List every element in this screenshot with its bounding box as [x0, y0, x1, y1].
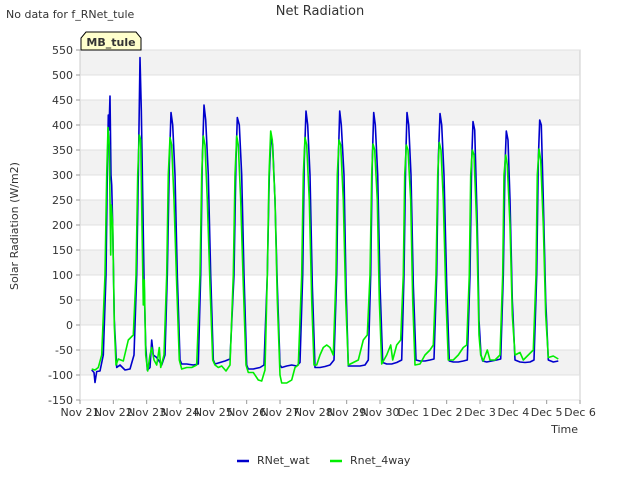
plot-band [80, 150, 580, 175]
y-tick-label: 500 [52, 69, 73, 82]
x-tick-label: Nov 24 [161, 406, 200, 419]
y-tick-label: 250 [52, 194, 73, 207]
y-tick-label: 550 [52, 44, 73, 57]
y-tick-label: 450 [52, 94, 73, 107]
grid [80, 49, 580, 401]
plot-bands [80, 50, 580, 375]
badge: MB_tule [80, 31, 142, 51]
x-tick-label: Nov 26 [227, 406, 266, 419]
x-tick-label: Nov 28 [294, 406, 333, 419]
x-tick-label: Nov 30 [361, 406, 400, 419]
series-line-rnet-4way [91, 126, 559, 384]
y-tick-label: 300 [52, 169, 73, 182]
x-tick-label: Dec 2 [431, 406, 463, 419]
legend-label: RNet_wat [257, 454, 310, 467]
x-tick-label: Dec 3 [464, 406, 496, 419]
badge-label: MB_tule [86, 36, 135, 49]
y-tick-label: 150 [52, 244, 73, 257]
y-tick-label: 0 [66, 319, 73, 332]
x-tick-label: Dec 4 [497, 406, 529, 419]
y-tick-label: 400 [52, 119, 73, 132]
plot-band [80, 50, 580, 75]
x-tick-label: Nov 29 [327, 406, 366, 419]
y-tick-label: -50 [55, 344, 73, 357]
y-axis-ticks: -150 -100 -50 0 50 100 150 200 250 300 350 400 450 50… [48, 44, 80, 407]
y-tick-label: -150 [48, 394, 73, 407]
legend-label: Rnet_4way [350, 454, 411, 467]
x-tick-label: Nov 23 [127, 406, 166, 419]
y-tick-label: -100 [48, 369, 73, 382]
x-tick-label: Dec 5 [531, 406, 563, 419]
x-tick-label: Nov 27 [261, 406, 300, 419]
y-tick-label: 350 [52, 144, 73, 157]
nodata-text: No data for f_RNet_tule [6, 8, 135, 21]
plot-band [80, 250, 580, 275]
chart-title: Net Radiation [276, 4, 364, 19]
x-axis-label: Time [550, 423, 578, 436]
x-tick-label: Dec 6 [564, 406, 596, 419]
plot-band [80, 300, 580, 325]
x-tick-label: Nov 25 [194, 406, 233, 419]
y-tick-label: 200 [52, 219, 73, 232]
plot-band [80, 200, 580, 225]
y-tick-label: 50 [59, 294, 73, 307]
x-tick-label: Dec 1 [397, 406, 429, 419]
legend: RNet_wat Rnet_4way [237, 454, 411, 467]
x-tick-label: Nov 21 [61, 406, 100, 419]
series-layer [91, 56, 559, 384]
x-tick-label: Nov 22 [94, 406, 133, 419]
y-axis-label: Solar Radiation (W/m2) [8, 162, 21, 290]
plot-band [80, 100, 580, 125]
y-tick-label: 100 [52, 269, 73, 282]
